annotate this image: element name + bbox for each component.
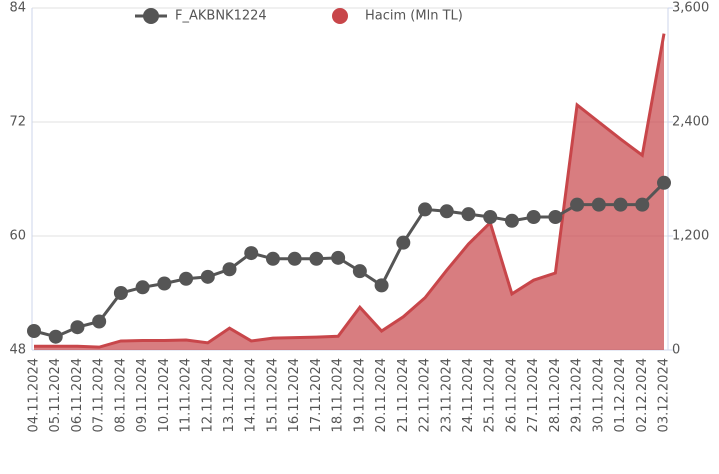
x-tick-label: 01.12.2024 bbox=[613, 358, 628, 432]
price-point bbox=[635, 197, 650, 212]
legend-symbol bbox=[143, 8, 159, 24]
price-point bbox=[92, 314, 107, 329]
x-tick-label: 14.11.2024 bbox=[244, 358, 259, 432]
price-point bbox=[222, 262, 237, 277]
x-tick-label: 22.11.2024 bbox=[418, 358, 433, 432]
x-tick-label: 19.11.2024 bbox=[352, 358, 367, 432]
price-point bbox=[504, 213, 519, 228]
price-point bbox=[439, 204, 454, 219]
x-tick-label: 27.11.2024 bbox=[526, 358, 541, 432]
price-point bbox=[27, 324, 41, 338]
x-tick-label: 20.11.2024 bbox=[374, 358, 389, 432]
x-tick-label: 12.11.2024 bbox=[200, 358, 215, 432]
price-point bbox=[135, 280, 150, 295]
x-tick-label: 05.11.2024 bbox=[48, 358, 63, 432]
x-tick-label: 18.11.2024 bbox=[331, 358, 346, 432]
price-point bbox=[613, 197, 628, 212]
price-point bbox=[48, 329, 63, 344]
x-tick-label: 17.11.2024 bbox=[309, 358, 324, 432]
price-point bbox=[70, 320, 85, 335]
y-tick-label: 60 bbox=[9, 229, 26, 244]
x-tick-label: 10.11.2024 bbox=[157, 358, 172, 432]
x-tick-label: 30.11.2024 bbox=[591, 358, 606, 432]
price-point bbox=[331, 250, 346, 265]
x-tick-label: 03.12.2024 bbox=[657, 358, 672, 432]
price-point bbox=[179, 271, 194, 286]
price-point bbox=[265, 251, 280, 266]
price-point bbox=[657, 175, 671, 190]
legend-symbol bbox=[332, 8, 348, 24]
x-tick-label: 08.11.2024 bbox=[113, 358, 128, 432]
y2-tick-label: 2,400 bbox=[672, 115, 709, 130]
x-tick-label: 15.11.2024 bbox=[265, 358, 280, 432]
price-point bbox=[244, 246, 259, 261]
x-tick-label: 23.11.2024 bbox=[439, 358, 454, 432]
x-tick-label: 28.11.2024 bbox=[548, 358, 563, 432]
x-tick-label: 04.11.2024 bbox=[27, 358, 42, 432]
x-tick-label: 29.11.2024 bbox=[570, 358, 585, 432]
x-tick-label: 09.11.2024 bbox=[135, 358, 150, 432]
x-tick-label: 02.12.2024 bbox=[635, 358, 650, 432]
price-point bbox=[548, 210, 563, 224]
price-point bbox=[570, 197, 585, 212]
price-point bbox=[483, 210, 498, 224]
volume-area bbox=[34, 33, 664, 351]
x-tick-label: 24.11.2024 bbox=[461, 358, 476, 432]
x-tick-label: 13.11.2024 bbox=[222, 358, 237, 432]
x-tick-label: 21.11.2024 bbox=[396, 358, 411, 432]
y2-tick-label: 3,600 bbox=[672, 1, 709, 16]
volume-line bbox=[34, 33, 666, 349]
price-point bbox=[309, 251, 324, 266]
y2-tick-label: 0 bbox=[672, 343, 680, 358]
x-tick-label: 06.11.2024 bbox=[70, 358, 85, 432]
price-point bbox=[200, 269, 215, 284]
x-tick-label: 11.11.2024 bbox=[179, 358, 194, 432]
x-tick-label: 26.11.2024 bbox=[504, 358, 519, 432]
legend-label: F_AKBNK1224 bbox=[175, 9, 267, 24]
price-point bbox=[591, 197, 606, 212]
y-tick-label: 72 bbox=[9, 115, 26, 130]
price-point bbox=[352, 264, 367, 279]
price-point bbox=[157, 276, 172, 291]
price-point bbox=[461, 207, 476, 222]
price-point bbox=[287, 251, 302, 266]
x-tick-label: 16.11.2024 bbox=[287, 358, 302, 432]
price-point bbox=[113, 286, 128, 300]
price-point bbox=[526, 210, 541, 224]
legend-label: Hacim (Mln TL) bbox=[365, 9, 463, 24]
price-point bbox=[396, 235, 411, 250]
y-tick-label: 48 bbox=[9, 343, 26, 358]
price-point bbox=[374, 278, 389, 293]
price-point bbox=[418, 202, 433, 217]
y2-tick-label: 1,200 bbox=[672, 229, 709, 244]
y-tick-label: 84 bbox=[9, 1, 26, 16]
x-tick-label: 25.11.2024 bbox=[483, 358, 498, 432]
x-tick-label: 07.11.2024 bbox=[92, 358, 107, 432]
